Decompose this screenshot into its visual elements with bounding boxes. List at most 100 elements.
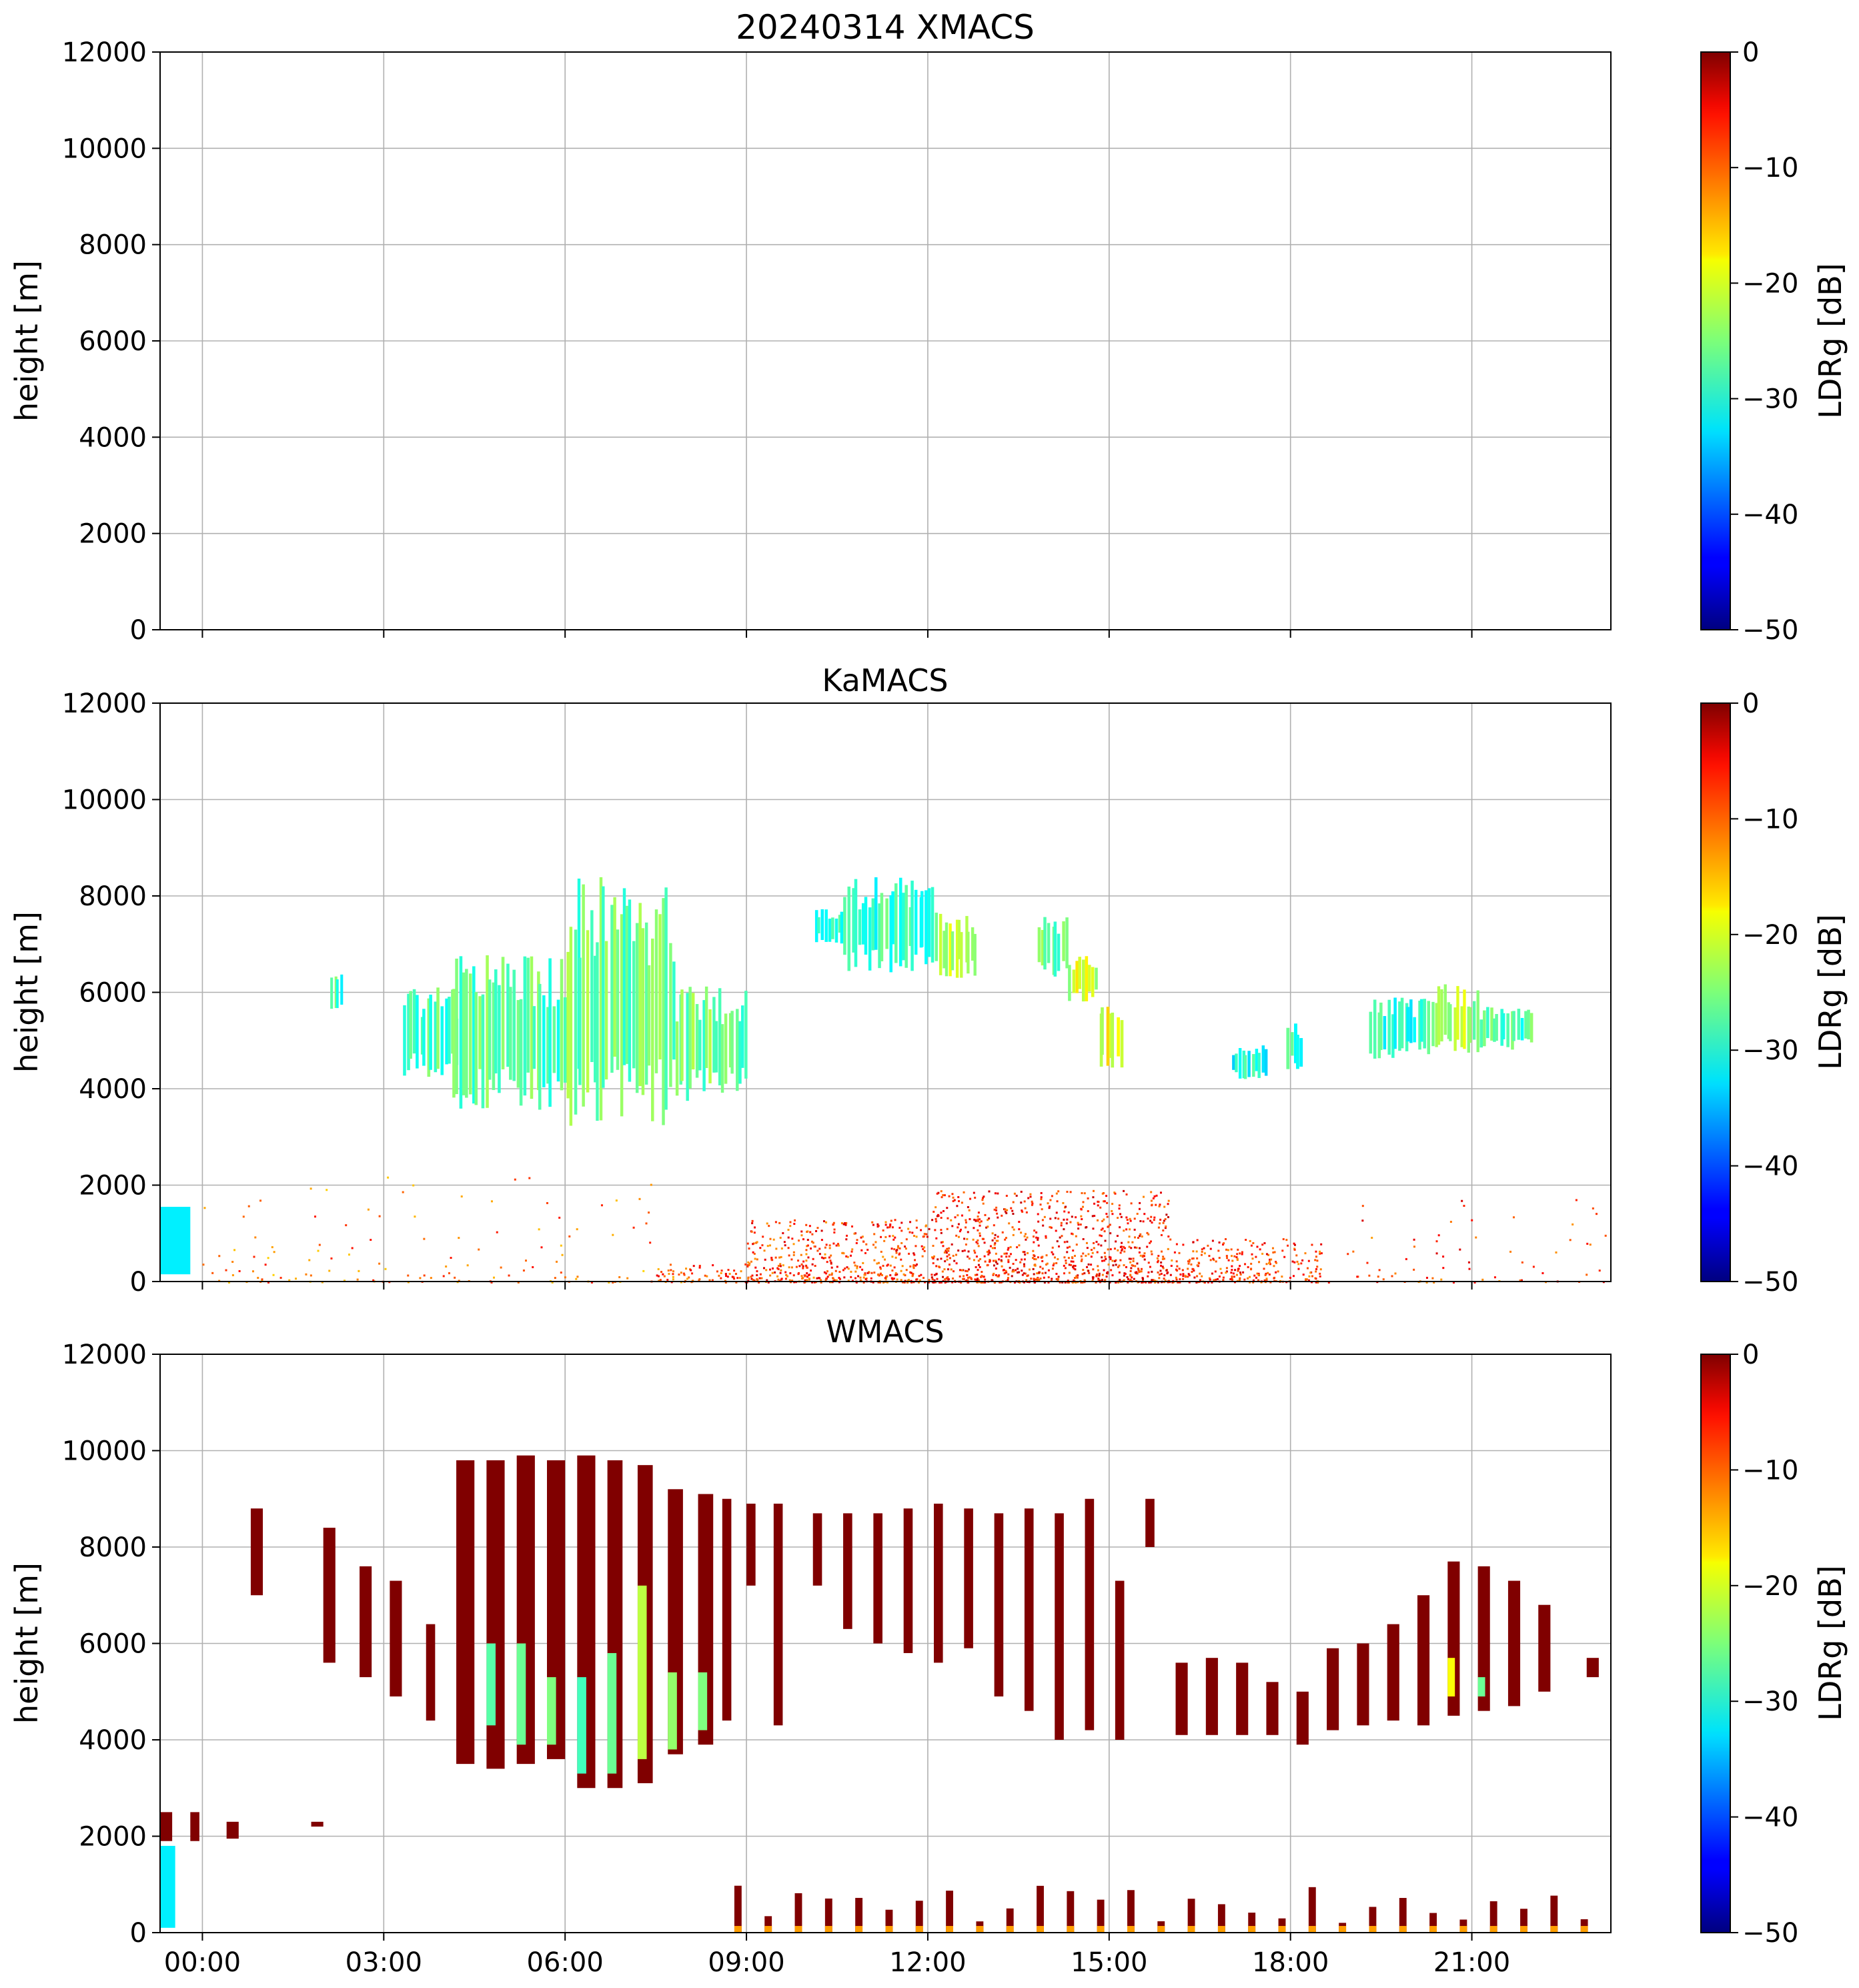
echo-cell [1151,1221,1153,1224]
echo-cell [975,1266,977,1268]
echo-cell [1043,1276,1045,1279]
echo-cell [1007,1259,1010,1262]
echo-cell [1037,1885,1044,1933]
echo-cell [982,1281,985,1284]
echo-cell [456,1460,475,1765]
echo-cell [1099,1280,1101,1282]
echo-cell [1087,1197,1089,1199]
echo-cell [1163,1219,1165,1222]
echo-cell [932,1257,935,1260]
echo-cell [953,1199,956,1201]
xtick-label: 09:00 [708,1947,784,1978]
echo-cell [815,1229,818,1232]
echo-cell [961,1250,964,1252]
echo-cell [1109,1258,1112,1260]
echo-cell [1101,1260,1104,1262]
echo-cell [1308,1275,1311,1278]
echo-cell [967,1256,969,1258]
echo-cell [1087,1209,1089,1212]
echo-region [1296,1691,1309,1745]
echo-cell [1265,1272,1267,1275]
echo-cell [1589,1244,1592,1246]
echo-cell [1247,1266,1249,1268]
echo-cell [1069,1191,1072,1193]
echo-cell [973,933,977,976]
echo-cell [1067,1257,1070,1260]
echo-cell [890,1277,893,1280]
echo-cell [898,1252,901,1255]
echo-cell [468,973,472,1095]
cbar-tick-label: 0 [1742,37,1759,68]
echo-cell [233,1249,236,1252]
ytick-label: 6000 [79,326,147,357]
echo-cell [947,1278,950,1281]
echo-cell [738,1021,742,1084]
echo-cell [1409,999,1413,1043]
echo-cell [1033,1273,1035,1276]
echo-cell [859,1266,862,1268]
echo-cell [1133,1236,1136,1239]
echo-cell [1229,1278,1232,1281]
echo-cell [691,1272,694,1275]
echo-cell [772,1238,775,1241]
echo-cell [1188,1260,1191,1263]
echo-cell [1182,1278,1185,1280]
echo-cell [862,1262,864,1264]
echo-cell [1077,1223,1080,1226]
echo-cell [1035,1278,1037,1281]
echo-cell [888,1235,891,1237]
echo-cell [706,1275,708,1278]
echo-cell [754,1258,756,1260]
echo-cell [1368,1274,1371,1277]
xtick-label: 18:00 [1252,1947,1329,1978]
echo-cell [992,1274,995,1276]
echo-cell [1103,1252,1106,1254]
echo-cell [884,1277,886,1280]
xtick-label: 15:00 [1071,1947,1147,1978]
echo-cell [820,1281,822,1284]
echo-cell [828,1244,831,1247]
echo-cell [946,1891,953,1933]
echo-cell [211,1272,214,1274]
echo-cell [711,1279,714,1282]
echo-cell [993,1264,995,1267]
echo-cell [843,897,846,955]
echo-cell [1104,1279,1107,1282]
echo-cell [794,1893,802,1933]
echo-cell [1431,1277,1434,1280]
echo-cell [1049,1226,1052,1229]
echo-cell [1031,1200,1033,1203]
echo-cell [836,1266,838,1268]
echo-cell [850,1254,852,1257]
echo-cell [662,898,665,1125]
echo-cell [1257,1279,1259,1282]
echo-cell [426,1624,436,1721]
echo-cell [1038,1271,1041,1274]
echo-cell [847,886,851,971]
echo-cell [1097,1201,1100,1203]
echo-region [1145,1498,1155,1547]
echo-cell [414,1215,416,1218]
echo-cell [1113,1248,1116,1250]
echo-cell [1263,1268,1265,1270]
echo-cell [546,1007,550,1084]
echo-cell [1085,1225,1088,1228]
echo-cell [1507,1580,1521,1706]
echo-cell [1252,1054,1255,1077]
echo-cell [576,1228,578,1231]
echo-cell [828,919,832,942]
echo-cell [822,1220,825,1223]
echo-cell [1250,1268,1253,1271]
echo-cell [608,1281,610,1284]
echo-cell [1065,1205,1067,1208]
panel-xmacs-cbar-label: LDRg [dB] [1812,263,1848,418]
echo-cell [782,1232,784,1235]
echo-cell [1264,1049,1268,1076]
echo-cell [688,987,692,1089]
echo-cell [864,1272,866,1275]
echo-cell [1314,1259,1317,1262]
echo-cell [1023,1251,1026,1254]
echo-cell [998,1258,1001,1261]
echo-cell [1001,1265,1003,1268]
echo-cell [986,1264,989,1267]
